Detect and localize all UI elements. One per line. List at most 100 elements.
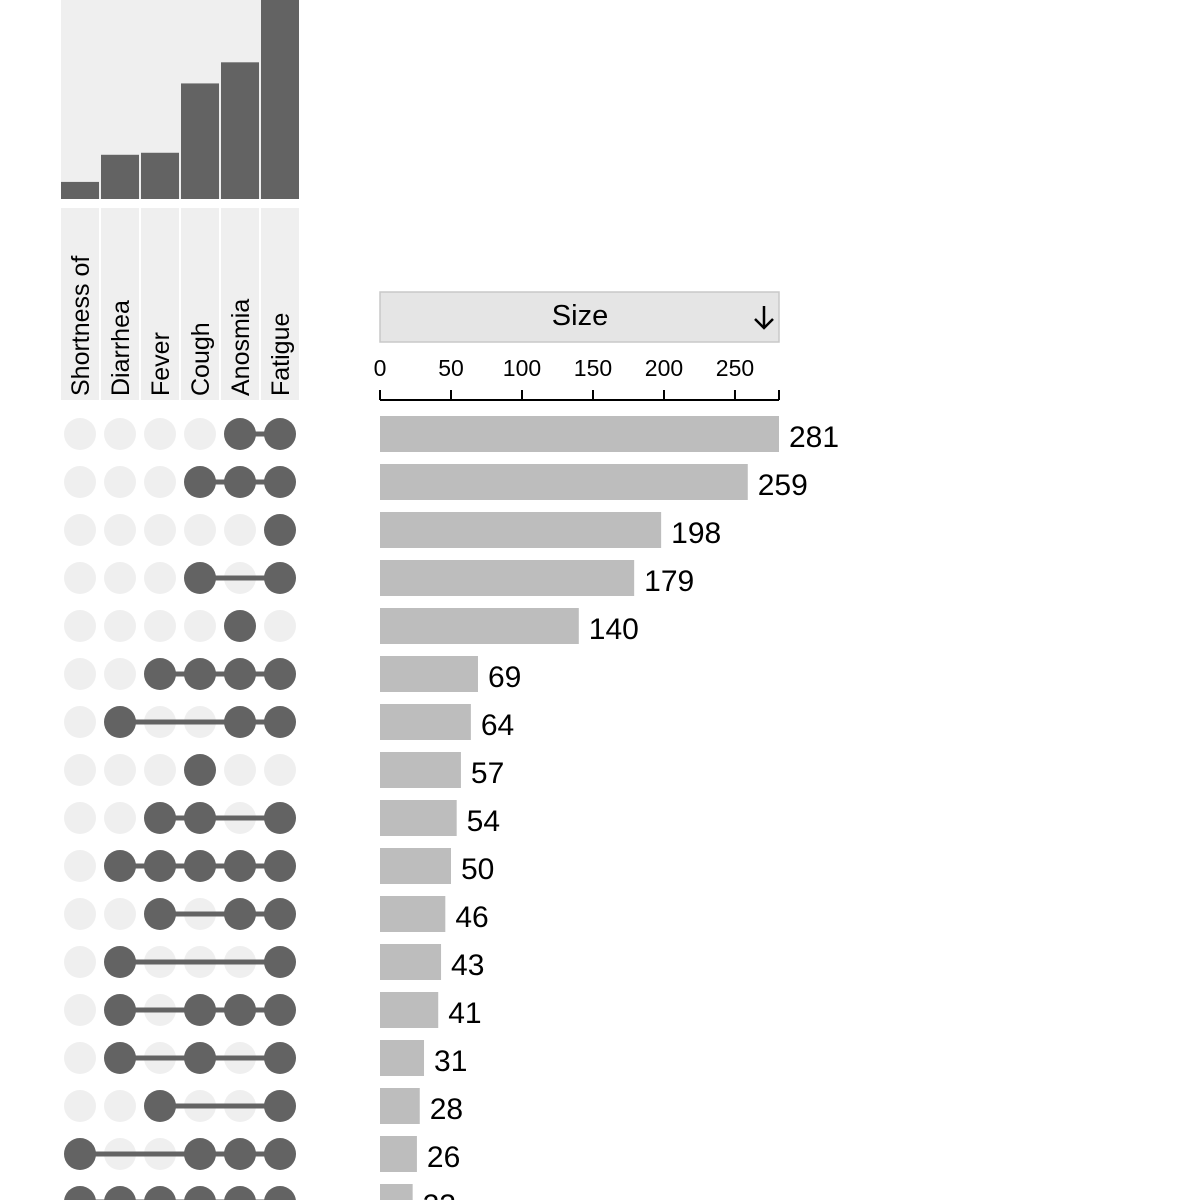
intersection-bar[interactable] <box>380 992 439 1028</box>
set-dot-empty <box>224 754 256 786</box>
intersection-bar[interactable] <box>380 416 779 452</box>
sort-header-label: Size <box>552 300 608 332</box>
intersection-row[interactable]: 54 <box>64 800 500 838</box>
intersection-bar[interactable] <box>380 1184 413 1200</box>
intersection-row[interactable]: 31 <box>64 1040 467 1078</box>
intersection-bar[interactable] <box>380 464 748 500</box>
set-dot-filled <box>264 802 296 834</box>
axis-tick-label: 0 <box>374 355 387 381</box>
set-dot-filled <box>184 1186 216 1200</box>
set-dot-empty <box>64 1042 96 1074</box>
intersection-bar[interactable] <box>380 896 446 932</box>
intersection-row[interactable]: 179 <box>64 560 694 598</box>
set-dot-empty <box>64 418 96 450</box>
set-dot-filled <box>264 706 296 738</box>
intersection-row[interactable]: 64 <box>64 704 514 742</box>
intersection-bar[interactable] <box>380 656 478 692</box>
intersection-bar-label: 69 <box>488 661 521 694</box>
set-label[interactable]: Anosmia <box>227 299 255 396</box>
set-dot-filled <box>144 1186 176 1200</box>
set-size-bar[interactable] <box>141 152 179 199</box>
intersection-row[interactable]: 281 <box>64 416 839 454</box>
intersection-bar-label: 259 <box>758 469 808 502</box>
axis-tick-label: 50 <box>438 355 464 381</box>
set-size-bar[interactable] <box>181 83 219 199</box>
intersection-bar-label: 54 <box>467 805 500 838</box>
set-dot-filled <box>264 466 296 498</box>
set-dot-empty <box>64 802 96 834</box>
intersection-bar-label: 31 <box>434 1045 467 1078</box>
set-dot-empty <box>184 514 216 546</box>
intersection-bar[interactable] <box>380 752 461 788</box>
set-label[interactable]: Shortness of <box>67 256 95 396</box>
set-dot-empty <box>64 610 96 642</box>
intersection-row[interactable]: 259 <box>64 464 808 502</box>
set-size-bar[interactable] <box>261 0 299 199</box>
set-label[interactable]: Fever <box>147 332 175 396</box>
set-dot-empty <box>64 994 96 1026</box>
set-dot-empty <box>104 610 136 642</box>
set-label[interactable]: Diarrhea <box>107 300 135 396</box>
set-dot-filled <box>224 850 256 882</box>
set-dot-filled <box>264 562 296 594</box>
set-dot-filled <box>264 1186 296 1200</box>
intersection-bar[interactable] <box>380 944 442 980</box>
sort-header[interactable]: Size <box>379 291 780 343</box>
set-dot-filled <box>184 562 216 594</box>
intersection-bar-label: 26 <box>427 1141 460 1174</box>
set-dot-filled <box>104 706 136 738</box>
intersection-row[interactable]: 57 <box>64 752 504 790</box>
set-dot-filled <box>224 898 256 930</box>
intersection-row[interactable]: 43 <box>64 944 484 982</box>
intersection-bar[interactable] <box>380 560 635 596</box>
intersection-bar[interactable] <box>380 800 457 836</box>
intersection-row[interactable]: 26 <box>64 1136 460 1174</box>
intersection-bar-label: 23 <box>423 1189 456 1200</box>
set-size-bar[interactable] <box>101 154 139 199</box>
set-dot-filled <box>144 802 176 834</box>
intersection-row[interactable]: 50 <box>64 848 494 886</box>
intersection-row[interactable]: 28 <box>64 1088 463 1126</box>
set-size-bar[interactable] <box>221 62 259 200</box>
set-dot-filled <box>264 898 296 930</box>
axis-tick-label: 100 <box>503 355 541 381</box>
set-dot-filled <box>104 994 136 1026</box>
intersection-bar[interactable] <box>380 1136 417 1172</box>
arrow-down-icon[interactable] <box>754 306 774 330</box>
intersection-row[interactable]: 46 <box>64 896 489 934</box>
intersection-row[interactable]: 140 <box>64 608 639 646</box>
intersection-bar[interactable] <box>380 1040 425 1076</box>
set-size-bar[interactable] <box>61 181 99 199</box>
set-label[interactable]: Fatigue <box>267 313 295 396</box>
set-label[interactable]: Cough <box>187 322 215 396</box>
sort-header-background[interactable] <box>379 291 780 343</box>
set-dot-empty <box>64 562 96 594</box>
set-dot-empty <box>64 898 96 930</box>
set-dot-filled <box>104 946 136 978</box>
intersection-bar[interactable] <box>380 848 451 884</box>
set-dot-filled <box>144 898 176 930</box>
intersection-row[interactable]: 41 <box>64 992 482 1030</box>
set-dot-empty <box>104 466 136 498</box>
intersection-bar-label: 64 <box>481 709 514 742</box>
intersection-bar[interactable] <box>380 704 471 740</box>
intersection-row[interactable]: 69 <box>64 656 521 694</box>
set-dot-filled <box>144 658 176 690</box>
set-dot-empty <box>104 898 136 930</box>
set-dot-empty <box>104 418 136 450</box>
set-dot-filled <box>224 418 256 450</box>
intersection-row[interactable]: 23 <box>64 1184 456 1200</box>
set-dot-filled <box>224 706 256 738</box>
axis-tick-label: 200 <box>645 355 683 381</box>
set-dot-filled <box>104 850 136 882</box>
intersection-bar[interactable] <box>380 608 579 644</box>
set-dot-empty <box>104 514 136 546</box>
set-dot-filled <box>184 850 216 882</box>
set-dot-empty <box>64 466 96 498</box>
set-dot-filled <box>184 754 216 786</box>
intersection-row[interactable]: 198 <box>64 512 721 550</box>
intersection-bar[interactable] <box>380 1088 420 1124</box>
set-dot-empty <box>144 562 176 594</box>
intersection-bar[interactable] <box>380 512 662 548</box>
